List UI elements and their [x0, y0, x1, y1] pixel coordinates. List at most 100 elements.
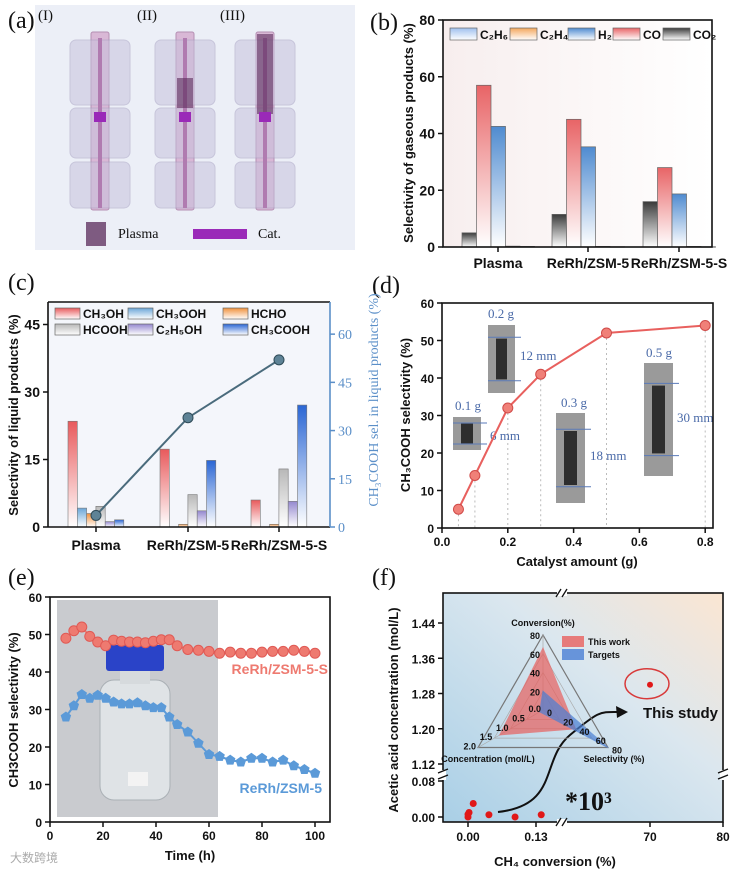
this-study-circle: [624, 667, 670, 700]
legend-swatch: [222, 323, 249, 336]
radar-axis-label: Conversion(%): [511, 618, 575, 628]
reactor-3: [234, 31, 296, 211]
x-axis-title: Catalyst amount (g): [516, 554, 637, 569]
data-point: [182, 644, 194, 655]
data-point: [235, 647, 247, 659]
radar-tick: 0.0: [528, 704, 541, 714]
inset-mass-label: 0.2 g: [488, 306, 515, 321]
y-tick-label: 30: [24, 384, 40, 400]
data-point: [267, 645, 279, 657]
watermark-logo: 大数跨境: [10, 850, 58, 865]
data-point: [148, 702, 159, 713]
stage-label: (III): [220, 8, 245, 24]
data-point: [277, 754, 289, 765]
y2-tick-label: 45: [338, 376, 352, 391]
y-tick-label: 0: [427, 522, 434, 536]
bar-CH₃OH-Plasma: [67, 420, 78, 528]
data-point: [203, 645, 215, 657]
y-tick-label: 60: [419, 69, 435, 85]
axis-break-gap: [557, 590, 567, 596]
bar-CH₃COOH-ReRh/ZSM-5: [206, 460, 217, 528]
data-point: [214, 647, 226, 659]
x-tick-label: 80: [255, 829, 269, 843]
catalyst-bed-packing: [461, 423, 473, 444]
radar-tick: 40: [530, 669, 540, 679]
inset-mass-label: 0.5 g: [646, 345, 673, 360]
radar-legend-label: Targets: [588, 650, 620, 660]
axis-break-gap: [720, 770, 726, 780]
y-tick-label: 1.28: [412, 688, 436, 702]
bar-CO-ReRh/ZSM-5: [566, 118, 582, 248]
bar-CH₃OH-ReRh/ZSM-5-S: [250, 499, 261, 528]
x-tick-label: 20: [96, 829, 110, 843]
x-tick-label: 0.2: [499, 535, 516, 549]
bar-CH₃OOH-Plasma: [77, 507, 87, 528]
plasma-zone: [257, 34, 273, 114]
x-axis-title: Time (h): [165, 848, 215, 863]
y-axis-title: Selectivity of gaseous products (%): [401, 23, 416, 243]
plot-frame: [442, 19, 713, 248]
inset-length-label: 12 mm: [520, 348, 556, 363]
catalyst-bed: [259, 112, 271, 122]
plot-frame: [441, 302, 714, 529]
legend-label: C₂H₄: [540, 28, 569, 42]
data-point: [214, 750, 225, 761]
radar-tick: 1.5: [480, 732, 493, 742]
data-point: [535, 368, 547, 380]
x-tick-label: Plasma: [473, 255, 522, 271]
y2-tick-label: 60: [338, 328, 352, 343]
x-tick-label: 0.4: [565, 535, 582, 549]
scale-note: *10³: [565, 787, 612, 816]
y-axis-title: Acetic acid concentration (mol/L): [386, 607, 401, 812]
y-tick-label: 20: [29, 741, 43, 755]
inner-electrode: [263, 38, 267, 208]
y-tick-label: 40: [419, 126, 435, 142]
legend-swatch: [127, 307, 154, 320]
literature-point: [465, 809, 473, 816]
catalyst-bed-packing: [652, 385, 665, 454]
x-tick-label: ReRh/ZSM-5-S: [631, 255, 727, 271]
y-tick-label: 50: [29, 629, 43, 643]
legend-label: CH₃OOH: [156, 307, 206, 321]
data-point: [246, 752, 257, 763]
data-point: [267, 756, 278, 767]
bottle-label: [128, 772, 148, 786]
plasma-zone: [177, 78, 193, 108]
radar-legend-swatch: [562, 649, 584, 660]
data-point: [140, 700, 151, 711]
radar-axis-label: Concentration (mol/L): [441, 754, 535, 764]
data-point: [256, 752, 268, 763]
data-point: [68, 700, 80, 711]
y-tick-label: 1.12: [412, 758, 436, 772]
y-tick-label: 1.20: [412, 723, 436, 737]
y-tick-label: 0: [427, 239, 435, 255]
radar-tick: 0: [547, 708, 552, 718]
y-tick-label: 60: [29, 591, 43, 605]
x-tick-label: ReRh/ZSM-5: [547, 255, 630, 271]
x-tick-label: 60: [202, 829, 216, 843]
y2-axis-title: CH₃COOH sel. in liquid products (%): [367, 293, 382, 507]
y-axis-title: CH₃COOH selectivity (%): [398, 338, 413, 492]
x-tick-label: ReRh/ZSM-5-S: [231, 537, 327, 553]
data-point: [84, 692, 95, 703]
data-point: [76, 621, 88, 633]
y-tick-label: 20: [421, 447, 435, 461]
bar-C₂H₅OH-Plasma: [104, 521, 115, 528]
radar-tick: 60: [530, 650, 540, 660]
axis-break-gap: [557, 819, 567, 825]
legend-swatch: [54, 307, 81, 320]
y-tick-label: 50: [421, 335, 435, 349]
legend-swatch: [567, 27, 596, 41]
plasma-legend-label: Plasma: [118, 227, 159, 242]
legend-label: CH₃COOH: [251, 323, 310, 337]
data-point: [108, 696, 119, 707]
data-point: [309, 647, 321, 659]
reactor-1: [69, 31, 131, 211]
data-point: [132, 697, 143, 708]
data-point: [256, 646, 268, 658]
ch3cooh-selectivity-point: [273, 354, 285, 366]
stage-label: (II): [137, 8, 157, 24]
data-point: [156, 702, 167, 713]
legend-swatch: [509, 27, 538, 41]
